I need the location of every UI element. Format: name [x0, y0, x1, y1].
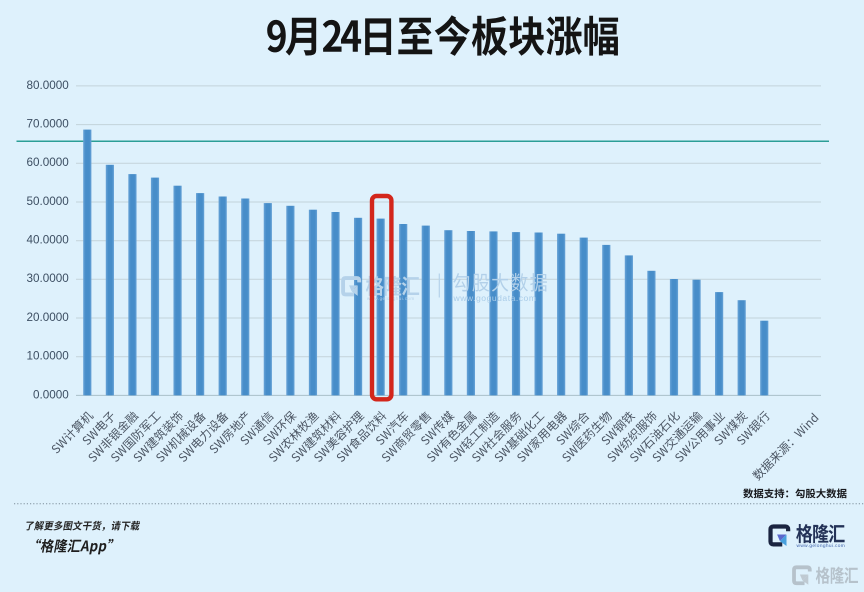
svg-text:30.0000: 30.0000 [27, 272, 70, 285]
svg-text:70.0000: 70.0000 [27, 118, 70, 131]
svg-text:10.0000: 10.0000 [27, 350, 70, 363]
svg-text:40.0000: 40.0000 [27, 234, 70, 247]
svg-text:0.0000: 0.0000 [33, 388, 69, 401]
svg-text:www.gogudata.com: www.gogudata.com [453, 293, 537, 303]
svg-text:60.0000: 60.0000 [27, 156, 70, 169]
svg-text:www.gelonghui.com: www.gelonghui.com [797, 543, 846, 549]
svg-text:80.0000: 80.0000 [27, 79, 70, 92]
svg-text:50.0000: 50.0000 [27, 195, 70, 208]
svg-text:20.0000: 20.0000 [27, 311, 70, 324]
